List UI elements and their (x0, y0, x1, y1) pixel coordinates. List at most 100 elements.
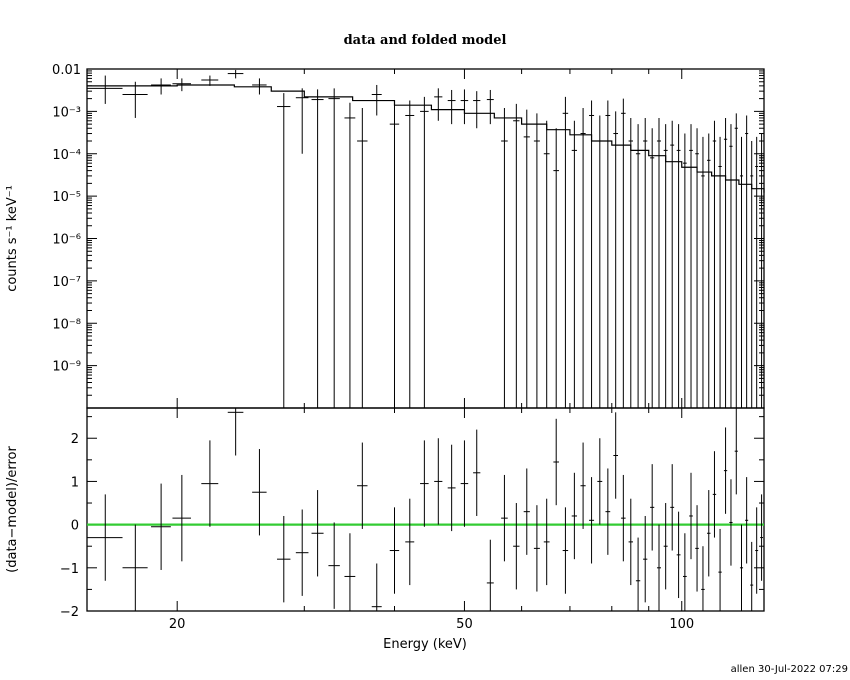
spectrum-data-point (613, 111, 619, 408)
residual-data-point (689, 472, 693, 560)
spectrum-data-point (643, 117, 648, 408)
spectrum-data-point (328, 88, 340, 408)
residual-data-point (460, 440, 469, 527)
spectrum-data-point (389, 103, 400, 408)
spectrum-data-point (311, 89, 324, 408)
spectrum-data-point (486, 89, 494, 125)
residual-data-point (523, 468, 530, 555)
spectrum-x-ticks (176, 69, 683, 408)
spectrum-data-point (597, 115, 603, 408)
residual-panel: 2 1 0 −1 −2 20 50 100 (60, 407, 765, 632)
residual-data-point (613, 412, 619, 499)
residual-data-point (718, 528, 722, 611)
spectrum-y-ticks: 0.01 10⁻³ 10⁻⁴ 10⁻⁵ 10⁻⁶ 10⁻⁷ 10⁻⁸ 10⁻⁹ (52, 63, 764, 409)
spectrum-data-point (371, 84, 382, 116)
residual-data-point (695, 505, 699, 592)
spectrum-data-point (447, 89, 456, 125)
residual-data-point (605, 468, 611, 555)
spectrum-panel-frame (86, 68, 765, 409)
residual-data-point (486, 539, 494, 611)
residual-data-point (635, 537, 641, 611)
spectrum-data-point (122, 81, 148, 118)
residual-data-point (295, 509, 309, 596)
spectrum-data-point (523, 109, 530, 408)
residual-data-point (172, 474, 191, 562)
spectrum-data-point (729, 124, 733, 408)
spectrum-data-point (420, 96, 429, 408)
residual-panel-frame (86, 407, 765, 612)
residual-data-point (734, 408, 738, 495)
residual-data-point (701, 546, 705, 611)
spectrum-panel: 0.01 10⁻³ 10⁻⁴ 10⁻⁵ 10⁻⁶ 10⁻⁷ 10⁻⁸ 10⁻⁹ (52, 63, 765, 409)
residual-data-point (621, 474, 626, 562)
residual-data-point (760, 494, 764, 581)
spectrum-data-point (589, 100, 595, 408)
spectrum-data-point (621, 98, 626, 408)
residual-y-tick-label: −1 (60, 562, 79, 577)
residual-data-point (87, 494, 123, 581)
spectrum-data-point (670, 120, 675, 408)
residual-data-point (755, 507, 759, 594)
spectrum-data-point (533, 113, 540, 408)
spectrum-data-point (635, 124, 641, 408)
spectrum-y-axis-label: counts s⁻¹ keV⁻¹ (5, 185, 20, 292)
residual-data-point (447, 444, 456, 532)
spectrum-data-point (252, 78, 267, 95)
spectrum-data-point (745, 115, 749, 408)
residual-data-point (151, 483, 171, 570)
residual-data-point (750, 541, 754, 611)
x-axis-label: Energy (keV) (383, 637, 467, 652)
spectrum-data-point (723, 117, 728, 408)
residual-y-ticks: 2 1 0 −1 −2 (60, 416, 764, 620)
spectrum-data-point (357, 108, 368, 408)
residual-data-point (676, 511, 681, 599)
residual-data-point (670, 464, 675, 551)
chart-title: data and folded model (344, 33, 507, 48)
spectrum-data-point (87, 75, 123, 104)
spectrum-data-point (553, 128, 559, 408)
spectrum-data-point (712, 120, 717, 408)
residual-data-point (473, 429, 481, 516)
spectrum-data-points (87, 69, 764, 408)
residual-data-point (501, 474, 508, 562)
spectrum-data-point (683, 133, 687, 408)
residual-data-point (723, 427, 728, 514)
residual-y-tick-label: −2 (60, 605, 79, 620)
spectrum-data-point (628, 117, 634, 408)
residual-data-points (87, 408, 764, 611)
residual-data-point (371, 563, 382, 611)
spectrum-y-tick-label: 10⁻⁴ (52, 148, 81, 163)
spectrum-y-tick-label: 10⁻⁹ (52, 360, 81, 375)
residual-data-point (656, 524, 662, 611)
spectrum-data-point (676, 124, 681, 408)
spectrum-y-tick-label: 10⁻³ (52, 105, 81, 120)
residual-data-point (344, 533, 356, 611)
residual-data-point (277, 515, 291, 603)
residual-data-point (252, 449, 267, 536)
residual-data-point (707, 490, 711, 577)
x-tick-label: 50 (456, 617, 473, 632)
residual-data-point (543, 498, 550, 586)
spectrum-data-point (734, 113, 738, 408)
spectrum-data-point (739, 136, 744, 408)
footer-stamp: allen 30-Jul-2022 07:29 (731, 664, 848, 675)
spectrum-data-point (501, 108, 508, 408)
x-tick-label: 20 (169, 617, 186, 632)
residual-data-point (513, 503, 520, 590)
spectrum-y-tick-label: 10⁻⁵ (52, 190, 81, 205)
spectrum-y-tick-label: 0.01 (52, 63, 81, 78)
residual-data-point (357, 442, 368, 529)
spectrum-data-point (663, 124, 668, 408)
spectrum-data-point (562, 96, 569, 408)
spectrum-data-point (656, 117, 662, 408)
residual-data-point (328, 522, 340, 609)
residual-data-point (745, 477, 749, 564)
residual-data-point (434, 438, 443, 525)
residual-data-point (405, 498, 415, 586)
model-step-line (87, 84, 765, 193)
residual-y-tick-label: 2 (71, 432, 79, 447)
residual-data-point (420, 440, 429, 527)
residual-data-point (643, 515, 648, 603)
residual-data-point (562, 507, 569, 594)
residual-data-point (589, 477, 595, 564)
